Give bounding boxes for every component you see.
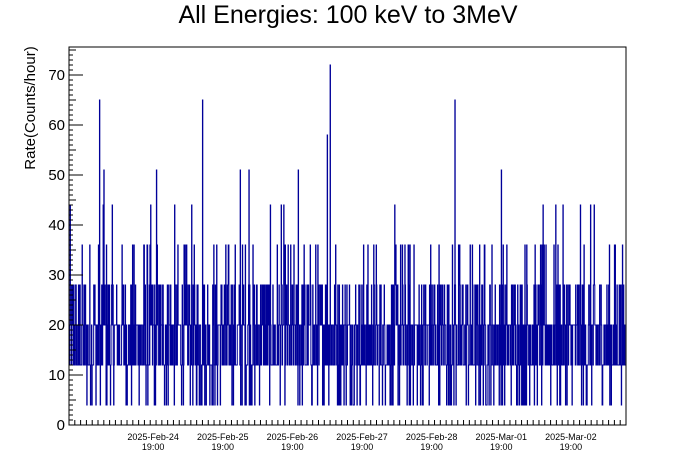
y-tick-label: 70: [48, 67, 65, 84]
x-tick-time-label: 19:00: [351, 442, 374, 452]
series-line: [68, 64, 627, 425]
x-tick-time-label: 19:00: [560, 442, 583, 452]
y-axis-label: Rate(Counts/hour): [22, 46, 39, 169]
plot-frame: [68, 46, 627, 426]
x-tick-date-label: 2025-Feb-25: [197, 432, 249, 442]
x-tick-time-label: 19:00: [420, 442, 443, 452]
chart-title: All Energies: 100 keV to 3MeV: [178, 1, 517, 29]
y-axis: 0 10 20 30 40 50 60 70: [48, 49, 83, 434]
x-tick-date-label: 2025-Feb-27: [336, 432, 388, 442]
x-tick-date-label: 2025-Feb-24: [127, 432, 179, 442]
x-axis: 2025-Feb-2419:002025-Feb-2519:002025-Feb…: [68, 420, 627, 452]
x-tick-date-label: 2025-Feb-28: [406, 432, 458, 442]
y-tick-label: 0: [57, 417, 65, 434]
y-tick-label: 30: [48, 267, 65, 284]
x-tick-time-label: 19:00: [281, 442, 304, 452]
x-tick-date-label: 2025-Mar-01: [475, 432, 527, 442]
y-tick-label: 20: [48, 317, 65, 334]
y-tick-label: 50: [48, 167, 65, 184]
x-tick-date-label: 2025-Feb-26: [267, 432, 319, 442]
y-tick-label: 40: [48, 217, 65, 234]
x-tick-date-label: 2025-Mar-02: [545, 432, 597, 442]
x-tick-time-label: 19:00: [490, 442, 513, 452]
y-tick-label: 10: [48, 367, 65, 384]
data-series: [68, 64, 627, 425]
x-tick-time-label: 19:00: [142, 442, 165, 452]
y-tick-label: 60: [48, 117, 65, 134]
x-tick-time-label: 19:00: [211, 442, 234, 452]
